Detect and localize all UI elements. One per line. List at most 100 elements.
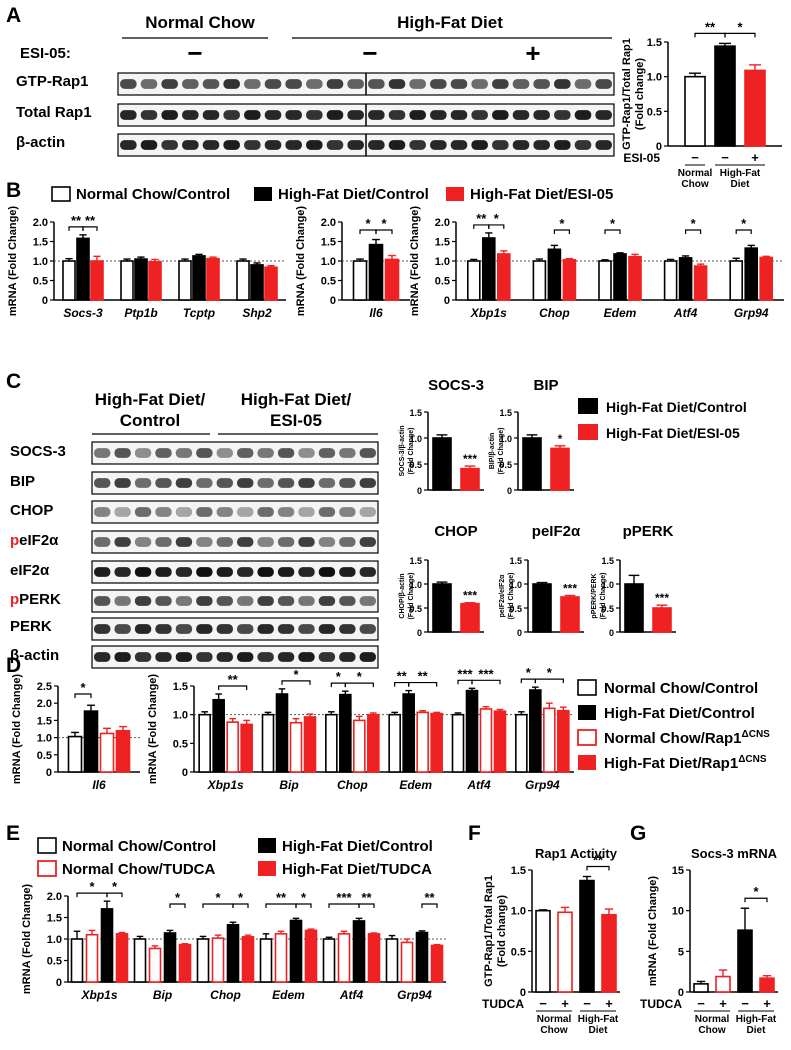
chart-e: 0 0.5 1.0 1.5 2.0 mRNA (Fold Change) Xbp1s Bip C… bbox=[21, 879, 446, 1002]
bar bbox=[550, 447, 570, 491]
blot-band bbox=[277, 567, 295, 577]
y-axis-label: (Fold Change) bbox=[498, 427, 505, 474]
bar bbox=[337, 933, 351, 983]
legend-c-label-esi05: High-Fat Diet/ESI-05 bbox=[606, 425, 740, 441]
blot-band bbox=[216, 537, 233, 547]
bar bbox=[274, 933, 288, 983]
bar bbox=[62, 260, 76, 301]
significance-label: *** bbox=[336, 890, 352, 905]
x-category-label: Bip bbox=[153, 988, 172, 1002]
bar bbox=[241, 936, 255, 983]
bar bbox=[744, 69, 766, 147]
significance-bracket bbox=[534, 678, 564, 684]
y-tick-label: 0.5 bbox=[47, 956, 62, 968]
blot-band bbox=[339, 507, 356, 517]
blot-band bbox=[298, 507, 315, 517]
panel-label-g: G bbox=[630, 822, 646, 845]
y-tick-label: 1.5 bbox=[511, 865, 526, 877]
blot-band bbox=[450, 110, 468, 120]
blot-band bbox=[237, 507, 254, 517]
bar bbox=[693, 265, 708, 301]
blot-band bbox=[257, 537, 274, 547]
legend-d-label-3: Normal Chow/Rap1ΔCNS bbox=[604, 729, 770, 747]
blot-band bbox=[339, 596, 356, 606]
blot-band bbox=[175, 567, 193, 577]
y-tick-label: 1.5 bbox=[435, 237, 450, 249]
y-tick-label: 0 bbox=[56, 977, 62, 989]
significance-label: * bbox=[336, 669, 342, 684]
blot-band bbox=[595, 79, 612, 89]
blot-band bbox=[430, 140, 447, 150]
bar bbox=[628, 255, 642, 301]
group-label: Chow bbox=[540, 1025, 567, 1036]
blot-band bbox=[182, 79, 199, 89]
blot-band bbox=[257, 507, 274, 517]
blot-band bbox=[257, 596, 274, 606]
blot-band bbox=[257, 624, 274, 634]
bar bbox=[211, 937, 225, 983]
blot-band bbox=[298, 624, 315, 634]
significance-bracket bbox=[471, 679, 501, 685]
y-tick-label: 0.5 bbox=[511, 946, 526, 958]
blot-band bbox=[595, 140, 612, 150]
bar bbox=[430, 712, 443, 773]
y-tick-label: 0.5 bbox=[409, 460, 422, 470]
y-tick-label: 0.5 bbox=[37, 750, 52, 762]
significance-bracket bbox=[218, 685, 248, 691]
bar bbox=[275, 693, 289, 773]
blot-band bbox=[264, 140, 282, 150]
blot-band bbox=[94, 537, 111, 547]
y-tick-label: 15 bbox=[672, 865, 684, 877]
legend-b-swatch-1 bbox=[51, 186, 71, 202]
bar bbox=[560, 596, 580, 633]
significance-label: ** bbox=[424, 890, 435, 905]
x-category-label: Il6 bbox=[92, 778, 106, 792]
group-label: Diet bbox=[731, 179, 751, 190]
bar bbox=[466, 260, 481, 301]
blot-band bbox=[134, 596, 152, 606]
bar bbox=[547, 248, 562, 301]
blot-band bbox=[339, 448, 356, 458]
bar bbox=[522, 437, 542, 491]
y-tick-label: 0.5 bbox=[509, 604, 522, 614]
blot-band bbox=[574, 110, 592, 120]
significance-label: * bbox=[112, 879, 118, 894]
y-axis-label: (Fold Change) bbox=[508, 572, 515, 619]
legend-d-label-4: High-Fat Diet/Rap1ΔCNS bbox=[604, 754, 767, 772]
y-tick-label: 1.0 bbox=[37, 733, 52, 745]
y-axis-label: (Fold change) bbox=[496, 895, 508, 967]
bar bbox=[289, 721, 303, 773]
y-tick-label: 1.0 bbox=[509, 580, 522, 590]
blot-band bbox=[134, 507, 152, 517]
y-tick-label: 0.5 bbox=[499, 460, 512, 470]
blot-c-header-2a: High-Fat Diet/ bbox=[241, 390, 352, 409]
y-tick-label: 1.5 bbox=[47, 913, 62, 925]
blot-band bbox=[94, 448, 111, 458]
blot-band bbox=[339, 537, 356, 547]
blot-band bbox=[347, 110, 364, 120]
bar bbox=[322, 938, 336, 983]
significance-label: * bbox=[559, 216, 565, 231]
y-axis-label: mRNA (Fold Change) bbox=[647, 876, 659, 987]
significance-label: ** bbox=[397, 669, 408, 684]
blot-band bbox=[175, 478, 193, 488]
bar bbox=[515, 713, 528, 773]
significance-label: * bbox=[80, 680, 86, 695]
blot-label-beta-actin-a: β-actin bbox=[16, 134, 65, 151]
bar bbox=[460, 602, 480, 633]
significance-label: ** bbox=[276, 890, 287, 905]
blot-band bbox=[298, 448, 315, 458]
bar bbox=[532, 583, 552, 633]
significance-bracket bbox=[553, 229, 570, 234]
y-axis-label: (Fold Change) bbox=[408, 572, 415, 619]
bar bbox=[304, 929, 318, 983]
blot-band bbox=[533, 110, 550, 120]
legend-d-label-1: Normal Chow/Control bbox=[604, 680, 758, 697]
y-tick-label: 1.0 bbox=[435, 256, 450, 268]
bar bbox=[557, 709, 570, 773]
blot-band bbox=[94, 596, 111, 606]
y-tick-label: 0 bbox=[609, 628, 614, 638]
blot-band bbox=[237, 596, 254, 606]
x-category-label: Socs-3 bbox=[63, 306, 103, 320]
